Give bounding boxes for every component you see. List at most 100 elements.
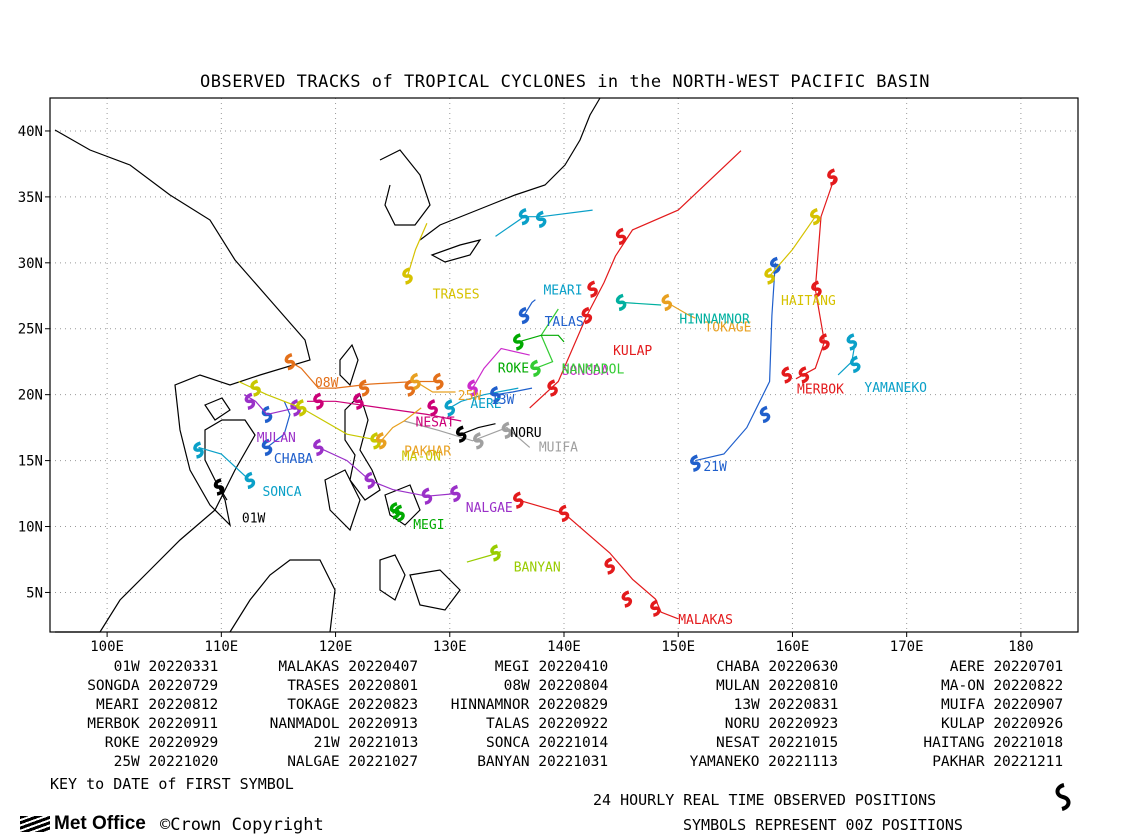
cyclone-symbol-talas <box>518 306 530 325</box>
cyclone-symbol-21w <box>770 256 781 275</box>
x-tick-label: 130E <box>433 639 467 655</box>
cyclone-symbol-merbok <box>811 280 822 298</box>
label-megi: MEGI <box>413 518 444 533</box>
y-tick-label: 5N <box>26 585 43 601</box>
label-songda: SONGDA <box>562 364 609 379</box>
x-tick-label: 120E <box>319 639 353 655</box>
track-25w <box>415 380 456 393</box>
y-tick-label: 30N <box>18 256 43 272</box>
cyclone-symbol-malakas <box>558 504 570 523</box>
y-tick-label: 20N <box>18 388 43 404</box>
storm-labels: 01W MALAKAS MEGI CHABA AERE SONGDA TRASES 08W MU… <box>242 283 927 628</box>
cyclone-symbol-21w <box>690 454 701 472</box>
track-roke <box>518 334 565 343</box>
label-noru: NORU <box>510 426 541 441</box>
cyclone-symbol-malakas <box>621 590 633 608</box>
x-tick-label: 170E <box>890 639 924 655</box>
cyclone-symbol-sonca <box>193 441 204 459</box>
cyclone-symbol-mulan <box>290 399 301 417</box>
copyright: ©Crown Copyright <box>160 815 324 835</box>
x-tick-label: 110E <box>204 639 238 655</box>
label-21w: 21W <box>703 460 727 475</box>
track-nanmadol <box>535 308 559 369</box>
coastlines <box>54 97 601 633</box>
track-haitang <box>769 216 816 277</box>
label-kulap: KULAP <box>613 344 652 359</box>
label-roke: ROKE <box>498 361 529 376</box>
cyclone-symbol-malakas <box>513 491 524 509</box>
key-text: KEY to DATE of FIRST SYMBOL <box>50 775 294 793</box>
logo-text: Met Office <box>54 813 146 834</box>
track-meari <box>495 209 593 237</box>
cyclone-symbol-malakas <box>604 557 615 575</box>
note-symbols: SYMBOLS REPRESENT 00Z POSITIONS <box>683 816 963 834</box>
x-tick-label: 150E <box>661 639 695 655</box>
label-25w: 25W <box>458 389 482 404</box>
cyclone-symbol-kulap <box>615 227 627 246</box>
x-tick-label: 140E <box>547 639 581 655</box>
cyclone-symbol-nalgae <box>313 438 324 457</box>
cyclone-symbol-13w <box>490 385 501 404</box>
label-08w: 08W <box>315 376 339 391</box>
cyclone-symbol-aere <box>444 399 456 417</box>
y-tick-label: 25N <box>18 322 43 338</box>
cyclone-symbol-08w <box>284 353 296 371</box>
label-nanmadol: NANMADOL <box>562 363 625 378</box>
label-pakhar: PAKHAR <box>404 444 451 459</box>
cyclone-symbol-icon <box>1055 783 1071 811</box>
x-tick-label: 180 <box>1008 639 1033 655</box>
cyclone-symbol-nesat <box>353 392 364 410</box>
cyclone-symbol-nalgae <box>421 487 433 505</box>
met-office-logo-icon <box>20 816 50 832</box>
cyclone-symbol-nesat <box>427 399 438 417</box>
cyclone-symbol-sonca <box>244 471 256 490</box>
cyclone-symbol-25w <box>410 372 421 391</box>
label-yamaneko: YAMANEKO <box>864 381 927 396</box>
cyclone-symbol-nalgae <box>364 471 376 490</box>
cyclone-symbol-trases <box>402 267 413 285</box>
cyclone-symbol-songda <box>467 379 478 397</box>
cyclone-symbol-haitang <box>764 267 775 285</box>
track-chaba <box>266 401 291 448</box>
cyclone-symbol-meari <box>518 207 530 226</box>
label-hinnamnor: HINNAMNOR <box>679 312 750 327</box>
cyclone-symbol-yamaneko <box>846 333 858 351</box>
cyclone-symbol-08w <box>358 379 370 397</box>
cyclone-symbol-hinnamnor <box>615 293 627 312</box>
track-aere <box>449 387 519 409</box>
cyclone-symbol-ma-on <box>250 379 261 397</box>
label-chaba: CHABA <box>274 452 313 467</box>
cyclone-symbol-tokage <box>661 293 673 312</box>
track-21w <box>695 262 776 462</box>
note-positions: 24 HOURLY REAL TIME OBSERVED POSITIONS <box>593 791 937 809</box>
cyclone-symbol-08w <box>433 372 444 391</box>
track-talas <box>523 299 536 316</box>
cyclone-symbol-mulan <box>244 392 256 410</box>
cyclone-symbol-01w <box>213 478 225 496</box>
met-office-logo: Met Office <box>20 813 146 835</box>
label-merbok: MERBOK <box>797 382 844 397</box>
label-trases: TRASES <box>433 287 480 302</box>
label-tokage: TOKAGE <box>704 320 751 335</box>
cyclone-symbol-kulap <box>547 379 558 397</box>
cyclone-symbol-nanmadol <box>530 359 541 378</box>
track-muifa <box>403 420 531 448</box>
track-merbok <box>795 176 836 380</box>
y-tick-label: 10N <box>18 520 43 536</box>
label-aere: AERE <box>470 397 501 412</box>
cyclone-symbol-merbok <box>819 333 830 351</box>
label-13w: 13W <box>491 393 515 408</box>
cyclone-symbol-ma-on <box>296 399 307 417</box>
label-banyan: BANYAN <box>514 560 561 575</box>
grid-lines <box>50 98 1078 632</box>
track-hinnamnor <box>621 301 662 306</box>
x-tick-label: 160E <box>776 639 810 655</box>
cyclone-symbol-banyan <box>490 544 501 562</box>
label-talas: TALAS <box>545 315 584 330</box>
label-ma-on: MA-ON <box>402 450 441 465</box>
label-nesat: NESAT <box>416 415 455 430</box>
cyclone-symbol-nalgae <box>450 484 461 503</box>
y-tick-label: 40N <box>18 124 43 140</box>
label-malakas: MALAKAS <box>678 613 733 628</box>
